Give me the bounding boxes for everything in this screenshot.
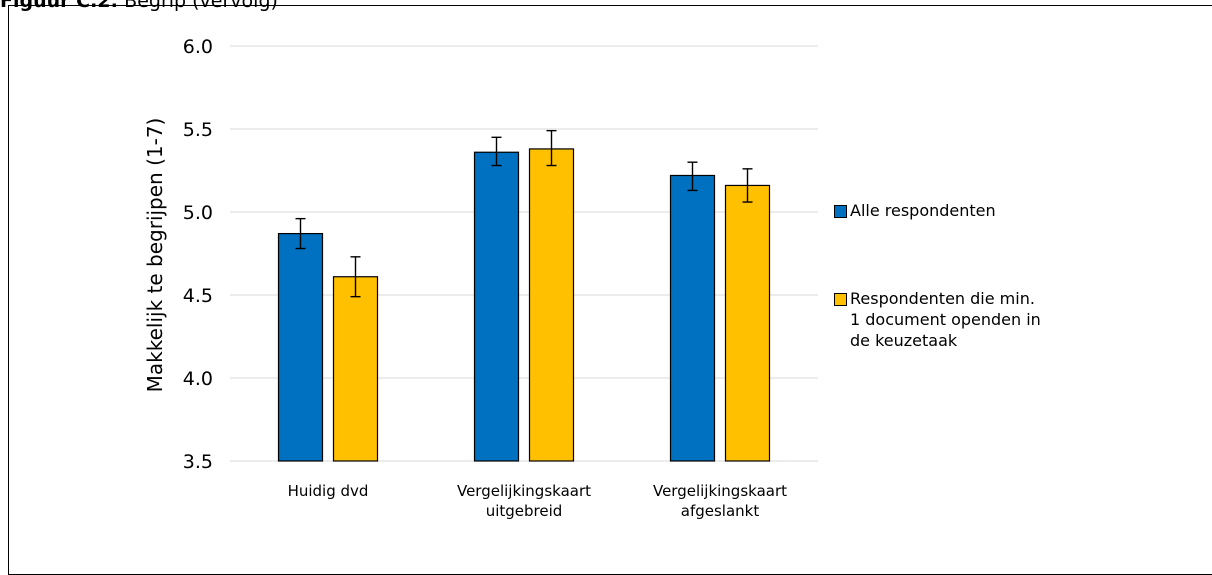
x-axis-categories: Huidig dvd Vergelijkingskaart uitgebreid Ve… <box>288 482 788 520</box>
y-tick-label: 3.5 <box>183 451 213 473</box>
legend-label-series-2-line-3: de keuzetaak <box>850 331 958 350</box>
figure-caption-text: Begrip (vervolg) <box>118 0 278 12</box>
legend-swatch-series-1 <box>834 205 847 218</box>
error-bars <box>295 129 753 298</box>
bar-series-2-cat-2 <box>528 148 575 462</box>
bar-series-1-cat-3 <box>669 174 716 462</box>
legend-label-series-2: Respondenten die min. 1 document openden… <box>850 288 1041 351</box>
y-tick-label: 4.5 <box>183 285 213 307</box>
y-tick-label: 5.0 <box>183 202 213 224</box>
y-tick-label: 5.5 <box>183 119 213 141</box>
legend-label-series-2-line-2: 1 document openden in <box>850 310 1041 329</box>
bar-series-1-cat-2 <box>473 151 520 462</box>
chart-legend: Alle respondenten Respondenten die min. … <box>834 200 1164 418</box>
bars <box>277 148 771 462</box>
figure-caption-label: Figuur C.2: <box>0 0 119 12</box>
bar-series-2-cat-3 <box>724 184 771 462</box>
x-category-label: afgeslankt <box>681 502 760 520</box>
x-category-label: uitgebreid <box>486 502 563 520</box>
legend-item-series-1: Alle respondenten <box>834 200 1164 221</box>
x-category-label: Vergelijkingskaart <box>457 482 591 500</box>
bar-chart: 3.5 4.0 4.5 5.0 5.5 6.0 Huidig dvd Vergelijkin… <box>143 36 818 520</box>
legend-label-series-1: Alle respondenten <box>850 201 996 220</box>
y-axis-label: Makkelijk te begrijpen (1-7) <box>143 118 167 393</box>
legend-swatch-series-2 <box>834 293 847 306</box>
y-axis-ticks: 3.5 4.0 4.5 5.0 5.5 6.0 <box>183 36 213 473</box>
bar-series-2-cat-1 <box>332 276 379 462</box>
y-tick-label: 6.0 <box>183 36 213 58</box>
gridlines <box>230 45 818 462</box>
legend-label-series-2-line-1: Respondenten die min. <box>850 289 1035 308</box>
bar-series-1-cat-1 <box>277 232 324 462</box>
x-category-label: Vergelijkingskaart <box>653 482 787 500</box>
y-tick-label: 4.0 <box>183 368 213 390</box>
legend-item-series-2: Respondenten die min. 1 document openden… <box>834 288 1164 351</box>
figure-caption: Figuur C.2: Begrip (vervolg) <box>0 0 278 13</box>
x-category-label: Huidig dvd <box>288 482 369 500</box>
